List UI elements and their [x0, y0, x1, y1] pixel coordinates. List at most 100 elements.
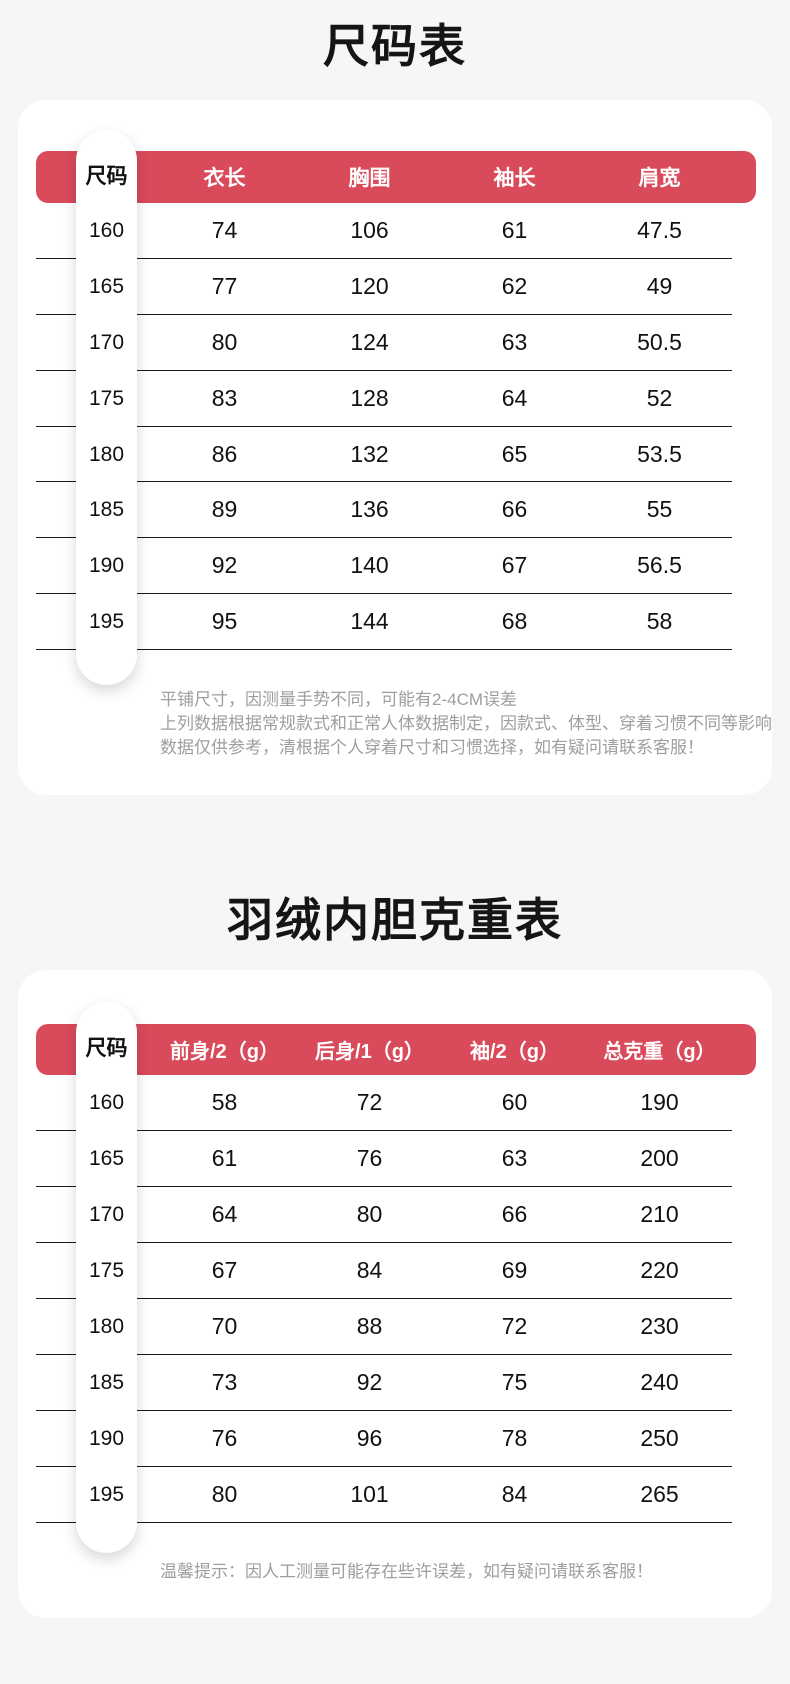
size-label: 195: [88, 1483, 125, 1506]
table-cell: 58: [211, 1089, 238, 1115]
table-cell: 95: [211, 608, 238, 635]
table-cell: 65: [501, 440, 528, 467]
table-cell: 67: [501, 552, 528, 579]
table-cell: 74: [211, 216, 238, 243]
table-cell: 80: [211, 328, 238, 355]
table-cell: 63: [501, 1145, 528, 1171]
table-cell: 66: [501, 496, 528, 523]
column-header-back-body: 后身/1（g）: [315, 1041, 424, 1063]
table-cell: 63: [501, 328, 528, 355]
size-label: 165: [88, 274, 125, 298]
table-cell: 132: [350, 440, 389, 467]
table-cell: 76: [211, 1425, 238, 1451]
table-cell: 55: [646, 496, 673, 523]
table-cell: 61: [211, 1145, 238, 1171]
size-label: 160: [88, 218, 125, 242]
table-row: 73 92 75 240: [36, 1355, 732, 1411]
table-cell: 89: [211, 496, 238, 523]
column-header-sleeve-length: 袖长: [493, 167, 536, 190]
table-cell: 128: [350, 384, 389, 411]
size-label: 185: [88, 1371, 125, 1394]
table-cell: 230: [640, 1313, 679, 1339]
size-column-values: 160 165 170 175 180 185 190 195: [76, 1075, 137, 1523]
size-column-header: 尺码: [85, 1037, 128, 1060]
size-label: 195: [88, 610, 125, 634]
table-row: 89 136 66 55: [36, 482, 732, 539]
table-cell: 101: [350, 1481, 389, 1507]
table-cell: 47.5: [637, 216, 682, 243]
table-cell: 120: [350, 272, 389, 299]
size-label: 190: [88, 1427, 125, 1450]
table-cell: 265: [640, 1481, 679, 1507]
size-label: 160: [88, 1091, 125, 1114]
table-row: 95 144 68 58: [36, 594, 732, 651]
size-label: 180: [88, 1315, 125, 1338]
table-cell: 69: [501, 1257, 528, 1283]
size-label: 175: [88, 1259, 125, 1282]
table-cell: 88: [356, 1313, 383, 1339]
table-cell: 78: [501, 1425, 528, 1451]
size-label: 165: [88, 1147, 125, 1170]
table-cell: 144: [350, 608, 389, 635]
size-label: 190: [88, 554, 125, 578]
table-cell: 136: [350, 496, 389, 523]
note-line: 上列数据根据常规款式和正常人体数据制定，因款式、体型、穿着习惯不同等影响: [160, 714, 772, 733]
size-chart-header-bar: 衣长 胸围 袖长 肩宽: [36, 151, 756, 203]
size-label: 170: [88, 330, 125, 354]
table-cell: 62: [501, 272, 528, 299]
table-row: 61 76 63 200: [36, 1131, 732, 1187]
table-cell: 56.5: [637, 552, 682, 579]
table-row: 76 96 78 250: [36, 1411, 732, 1467]
down-weight-header-bar: 前身/2（g） 后身/1（g） 袖/2（g） 总克重（g）: [36, 1024, 756, 1075]
table-cell: 72: [501, 1313, 528, 1339]
size-label: 170: [88, 1203, 125, 1226]
table-row: 77 120 62 49: [36, 259, 732, 315]
table-row: 70 88 72 230: [36, 1299, 732, 1355]
table-cell: 61: [501, 216, 528, 243]
table-cell: 75: [501, 1369, 528, 1395]
note-line: 温馨提示：因人工测量可能存在些许误差，如有疑问请联系客服！: [160, 1562, 653, 1581]
table-cell: 84: [356, 1257, 383, 1283]
table-cell: 124: [350, 328, 389, 355]
table-cell: 84: [501, 1481, 528, 1507]
table-cell: 83: [211, 384, 238, 411]
table-cell: 220: [640, 1257, 679, 1283]
table-cell: 210: [640, 1201, 679, 1227]
table-cell: 52: [646, 384, 673, 411]
table-cell: 76: [356, 1145, 383, 1171]
size-column-pill: 尺码 160 165 170 175 180 185 190 195: [76, 1002, 137, 1553]
table-cell: 77: [211, 272, 238, 299]
table-row: 92 140 67 56.5: [36, 538, 732, 595]
down-weight-chart-card: 前身/2（g） 后身/1（g） 袖/2（g） 总克重（g） 58 72 60 190 6…: [18, 970, 772, 1618]
table-cell: 73: [211, 1369, 238, 1395]
column-header-total-weight: 总克重（g）: [603, 1041, 716, 1063]
size-column-values: 160 165 170 175 180 185 190 195: [76, 203, 137, 650]
table-cell: 240: [640, 1369, 679, 1395]
table-cell: 250: [640, 1425, 679, 1451]
table-row: 80 124 63 50.5: [36, 315, 732, 371]
column-header-front-body: 前身/2（g）: [170, 1041, 279, 1063]
note-line: 数据仅供参考，清根据个人穿着尺寸和习惯选择，如有疑问请联系客服！: [160, 738, 704, 757]
table-cell: 96: [356, 1425, 383, 1451]
table-cell: 67: [211, 1257, 238, 1283]
column-header-shoulder-width: 肩宽: [638, 167, 681, 190]
table-row: 58 72 60 190: [36, 1075, 732, 1131]
table-row: 74 106 61 47.5: [36, 203, 732, 259]
table-cell: 92: [211, 552, 238, 579]
size-chart-title: 尺码表: [323, 20, 467, 72]
table-cell: 80: [211, 1481, 238, 1507]
table-cell: 140: [350, 552, 389, 579]
note-line: 平铺尺寸，因测量手势不同，可能有2-4CM误差: [160, 690, 518, 709]
column-header-sleeve: 袖/2（g）: [470, 1041, 559, 1063]
table-cell: 68: [501, 608, 528, 635]
table-row: 64 80 66 210: [36, 1187, 732, 1243]
table-cell: 200: [640, 1145, 679, 1171]
column-header-chest: 胸围: [348, 167, 391, 190]
size-chart-rows: 74 106 61 47.5 77 120 62 49 80 124 63 50.5 83 128 64 52…: [36, 203, 756, 651]
table-cell: 53.5: [637, 440, 682, 467]
size-chart-card: 衣长 胸围 袖长 肩宽 74 106 61 47.5 77 120 62 49 80 124 63 5…: [18, 100, 772, 795]
table-cell: 58: [646, 608, 673, 635]
table-cell: 190: [640, 1089, 679, 1115]
down-weight-notes: 温馨提示：因人工测量可能存在些许误差，如有疑问请联系客服！: [160, 1560, 732, 1584]
table-cell: 66: [501, 1201, 528, 1227]
